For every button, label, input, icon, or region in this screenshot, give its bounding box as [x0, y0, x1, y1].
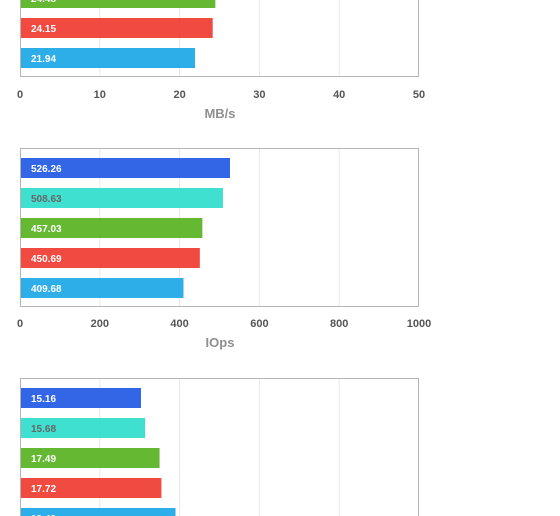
bar-value-label: 508.63 — [31, 194, 62, 205]
bar — [21, 18, 213, 38]
x-tick-label: 200 — [91, 318, 109, 330]
plot-frame — [20, 148, 419, 307]
x-axis-title: MB/s — [204, 106, 235, 121]
chart-panel-3: 15.16 15.68 17.49 17.72 19.49 — [20, 378, 419, 516]
x-tick-label: 40 — [333, 89, 345, 101]
bar-value-label: 24.15 — [31, 24, 56, 35]
x-tick-label: 800 — [330, 318, 348, 330]
bar — [21, 48, 196, 68]
bar-value-label: 15.68 — [31, 424, 56, 435]
x-tick-label: 30 — [253, 89, 265, 101]
bar — [21, 0, 216, 8]
bar-value-label: 21.94 — [31, 54, 56, 65]
bar-value-label: 19.49 — [31, 514, 56, 516]
x-tick-label: 0 — [17, 89, 23, 101]
x-tick-label: 20 — [173, 89, 185, 101]
plot-frame — [20, 378, 419, 516]
x-tick-label: 400 — [170, 318, 188, 330]
x-tick-label: 0 — [17, 318, 23, 330]
bar-value-label: 450.69 — [31, 254, 62, 265]
x-tick-label: 50 — [413, 89, 425, 101]
bar — [21, 188, 223, 208]
bar-value-label: 457.03 — [31, 224, 62, 235]
bar — [21, 388, 141, 408]
bar — [21, 448, 160, 468]
bar — [21, 418, 146, 438]
bar-value-label: 24.48 — [31, 0, 56, 5]
x-tick-label: 1000 — [407, 318, 431, 330]
bar — [21, 478, 162, 498]
bar-value-label: 17.49 — [31, 454, 56, 465]
bar — [21, 248, 200, 268]
bar-value-label: 526.26 — [31, 164, 62, 175]
bar — [21, 218, 203, 238]
bar — [21, 278, 184, 298]
bar-value-label: 15.16 — [31, 394, 56, 405]
plot-frame — [20, 0, 419, 77]
chart-panel-2: 526.26 508.63 457.03 450.69 409.68 0 200 400 600… — [17, 148, 431, 350]
chart-panel-1: 24.48 24.15 21.94 0 10 20 30 40 50 MB/s — [17, 0, 425, 121]
bar-value-label: 17.72 — [31, 484, 56, 495]
x-tick-label: 10 — [94, 89, 106, 101]
bar — [21, 158, 230, 178]
bar — [21, 508, 176, 516]
bar-value-label: 409.68 — [31, 284, 62, 295]
x-axis-title: IOps — [206, 335, 235, 350]
x-tick-label: 600 — [250, 318, 268, 330]
